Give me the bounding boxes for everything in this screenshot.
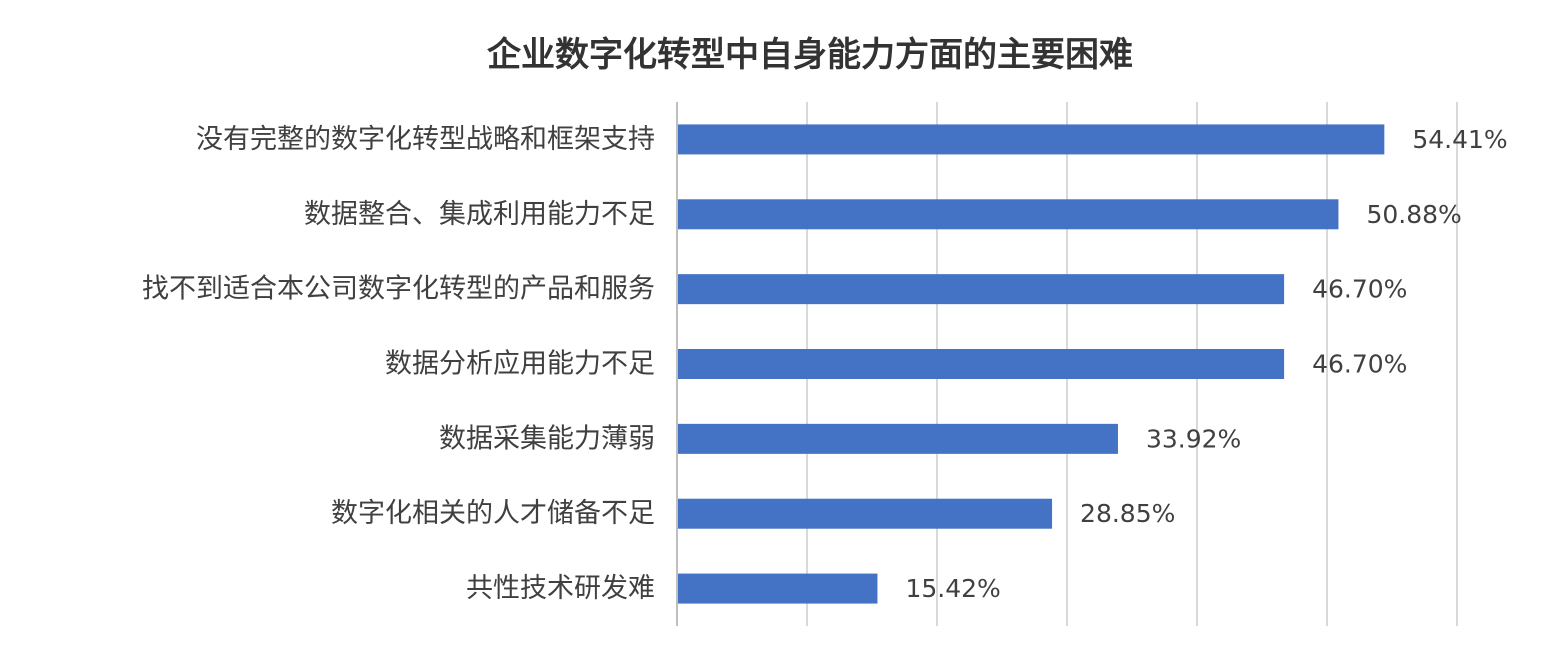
data-label: 54.41% bbox=[1412, 125, 1507, 154]
category-label: 数据分析应用能力不足 bbox=[385, 349, 655, 380]
bar bbox=[678, 199, 1339, 230]
bar bbox=[678, 498, 1053, 529]
bar bbox=[678, 573, 878, 604]
bar bbox=[678, 349, 1285, 379]
data-label: 50.88% bbox=[1366, 200, 1461, 229]
category-label: 找不到适合本公司数字化转型的产品和服务 bbox=[142, 274, 655, 305]
chart-title: 企业数字化转型中自身能力方面的主要困难 bbox=[487, 35, 1133, 75]
category-label: 数字化相关的人才储备不足 bbox=[331, 498, 655, 529]
category-label: 数据整合、集成利用能力不足 bbox=[304, 199, 655, 230]
data-label: 46.70% bbox=[1312, 275, 1407, 304]
category-label: 数据采集能力薄弱 bbox=[439, 423, 655, 454]
category-label: 共性技术研发难 bbox=[466, 573, 655, 604]
data-label: 46.70% bbox=[1312, 350, 1407, 379]
bars bbox=[678, 124, 1385, 604]
data-label: 28.85% bbox=[1080, 499, 1175, 528]
bar bbox=[678, 423, 1118, 454]
bar bbox=[678, 274, 1285, 305]
bar bbox=[678, 124, 1385, 155]
category-label: 没有完整的数字化转型战略和框架支持 bbox=[196, 124, 655, 155]
data-label: 15.42% bbox=[905, 574, 1000, 603]
data-label: 33.92% bbox=[1146, 424, 1241, 453]
labels: 没有完整的数字化转型战略和框架支持 54.41% 数据整合、集成利用能力不足 50.8… bbox=[142, 124, 1508, 604]
